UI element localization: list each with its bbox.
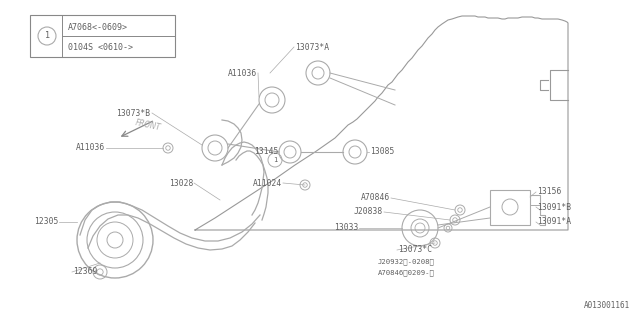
Text: 13145: 13145 xyxy=(253,148,278,156)
Text: 13156: 13156 xyxy=(537,188,561,196)
Bar xyxy=(30,15,175,57)
Text: 12369: 12369 xyxy=(73,268,97,276)
Text: 13033: 13033 xyxy=(333,223,358,233)
Text: 13073*A: 13073*A xyxy=(295,43,329,52)
Text: 13085: 13085 xyxy=(370,148,394,156)
Text: J20932〈-0208〉: J20932〈-0208〉 xyxy=(378,259,435,265)
Text: 13073*C: 13073*C xyxy=(398,245,432,254)
Text: 13028: 13028 xyxy=(168,179,193,188)
Text: 13091*A: 13091*A xyxy=(537,218,571,227)
Text: 0104S <0610->: 0104S <0610-> xyxy=(68,43,133,52)
Text: FRONT: FRONT xyxy=(134,118,162,132)
Text: 13091*B: 13091*B xyxy=(537,203,571,212)
Text: 13073*B: 13073*B xyxy=(116,108,150,117)
Text: A7068<-0609>: A7068<-0609> xyxy=(68,22,128,31)
Text: 1: 1 xyxy=(45,31,49,41)
Text: A11024: A11024 xyxy=(253,179,282,188)
Text: 1: 1 xyxy=(273,157,277,163)
Bar xyxy=(490,190,530,225)
Text: A11036: A11036 xyxy=(76,143,105,153)
Text: J20838: J20838 xyxy=(354,207,383,217)
Text: A70846: A70846 xyxy=(361,194,390,203)
Text: A013001161: A013001161 xyxy=(584,301,630,310)
Text: 12305: 12305 xyxy=(34,218,58,227)
Text: A70846〈0209-〉: A70846〈0209-〉 xyxy=(378,270,435,276)
Text: A11036: A11036 xyxy=(228,68,257,77)
